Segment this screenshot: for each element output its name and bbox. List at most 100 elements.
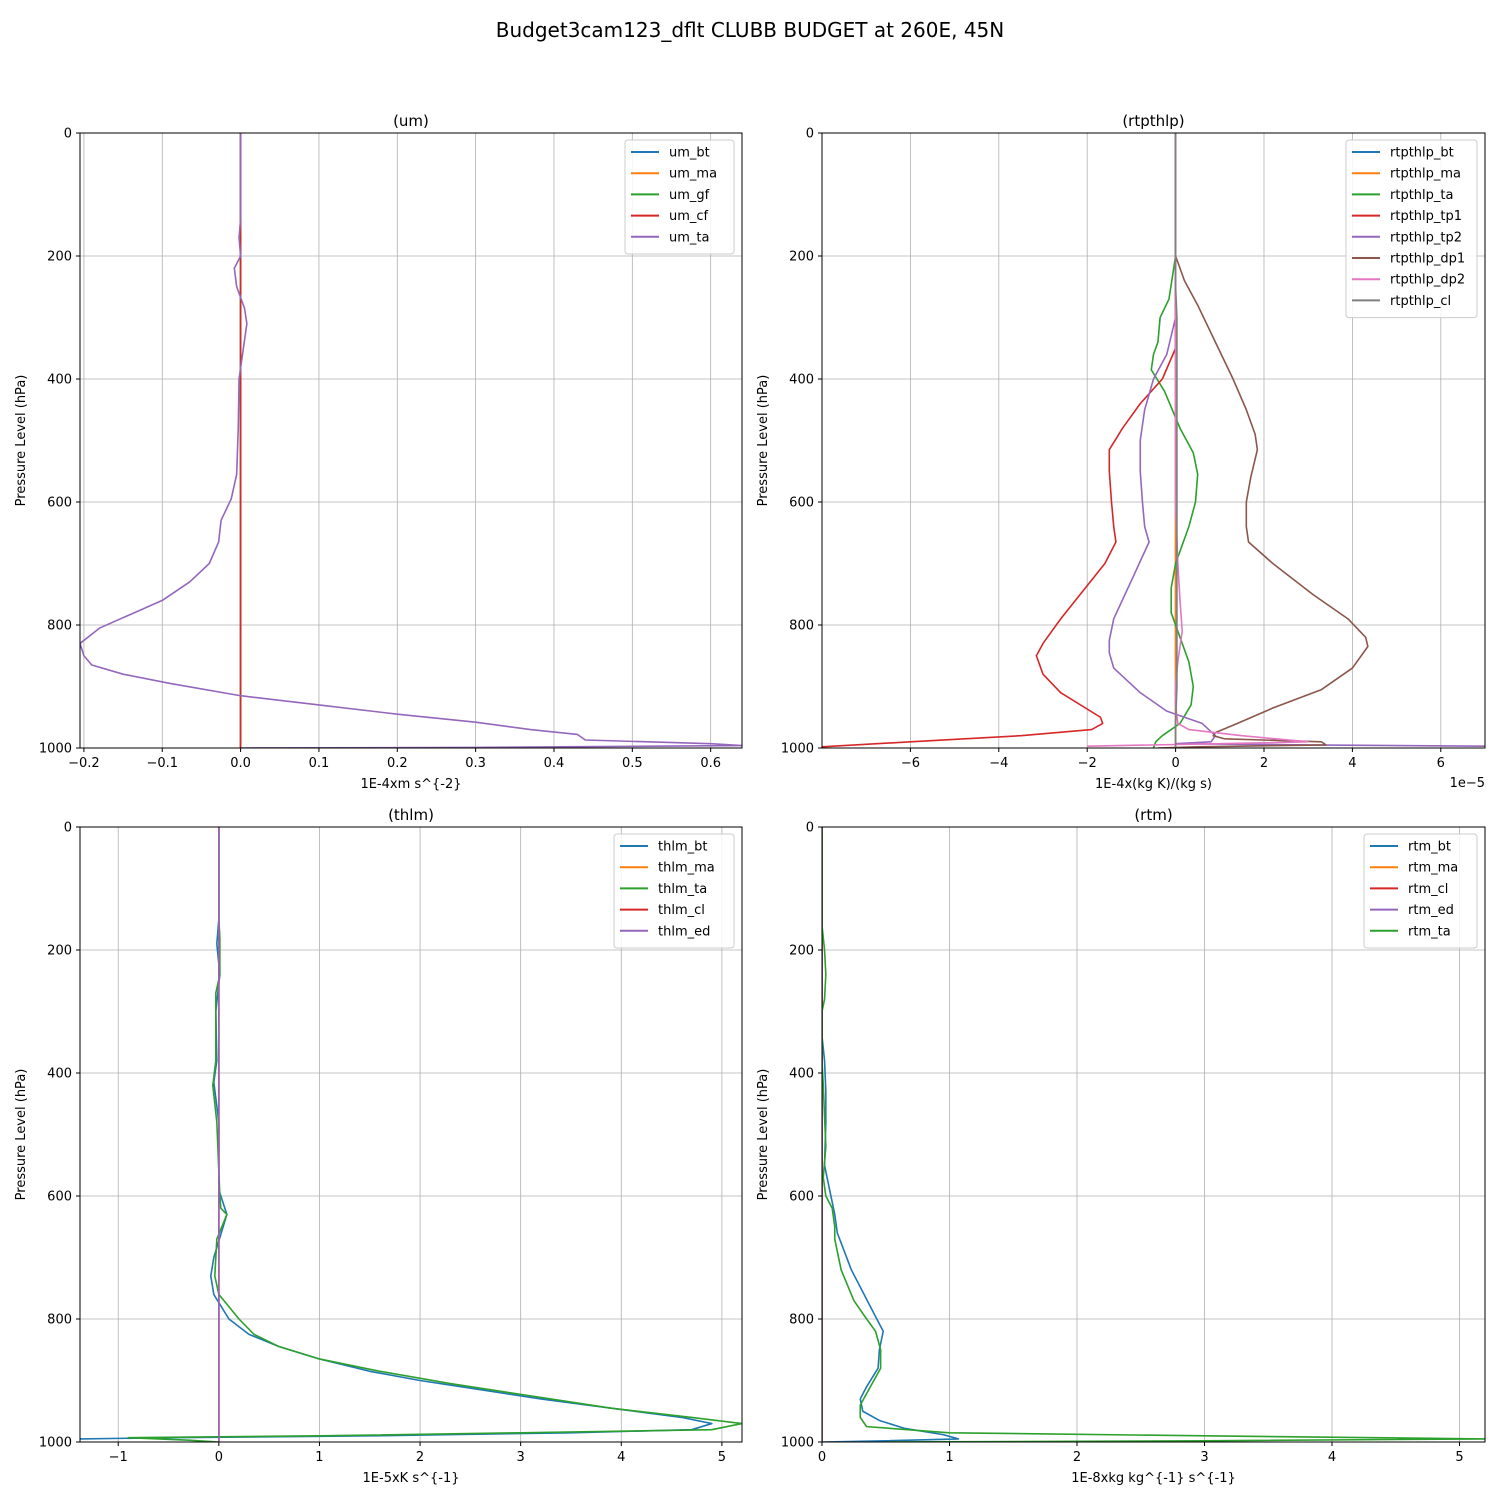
x-tick-label: 0.0 [230, 756, 251, 771]
y-tick-label: 400 [47, 1067, 72, 1082]
legend: rtm_bt rtm_ma rtm_cl rtm_ed rtm_ta [1363, 833, 1478, 949]
y-tick-label: 200 [789, 250, 814, 265]
y-tick-label: 0 [806, 127, 814, 142]
series-line-um_ta [80, 133, 742, 748]
legend-label: rtpthlp_ma [1390, 167, 1461, 182]
x-tick-label: 2 [1260, 756, 1268, 771]
x-axis: −0.2 −0.1 0.0 0.1 0.2 0.3 0.4 0.5 0.6 [68, 748, 721, 771]
legend: thlm_bt thlm_ma thlm_ta thlm_cl thlm_ed [613, 833, 735, 949]
x-tick-label: 4 [1328, 1450, 1336, 1465]
grid [80, 132, 742, 749]
x-tick-label: 0.5 [622, 756, 643, 771]
series-line-rtpthlp_ta [1150, 133, 1199, 748]
legend-box [624, 139, 735, 255]
series-lines [822, 133, 1485, 748]
legend-label: rtpthlp_dp2 [1390, 273, 1465, 288]
y-tick-label: 400 [789, 1067, 814, 1082]
x-tick-label: 2 [1073, 1450, 1081, 1465]
legend-label: rtm_ma [1408, 861, 1458, 876]
y-axis: 0 200 400 600 800 1000 [781, 821, 822, 1451]
x-tick-label: 4 [1348, 756, 1356, 771]
legend-label: um_ta [669, 230, 709, 245]
x-tick-label: 5 [1455, 1450, 1463, 1465]
legend-box [1363, 833, 1478, 949]
legend-label: rtpthlp_bt [1390, 146, 1454, 161]
legend-label: thlm_ta [658, 882, 707, 897]
x-tick-label: 5 [718, 1450, 726, 1465]
legend-label: thlm_cl [658, 903, 705, 918]
y-tick-label: 1000 [781, 1436, 814, 1451]
axes-frame [79, 132, 743, 749]
x-axis-label: 1E-4x(kg K)/(kg s) [1095, 777, 1212, 792]
subplot-title: (um) [393, 112, 429, 130]
y-tick-label: 0 [64, 821, 72, 836]
subplot-title: (thlm) [388, 806, 434, 824]
y-axis-label: Pressure Level (hPa) [14, 375, 29, 507]
legend: rtpthlp_bt rtpthlp_ma rtpthlp_ta rtpthlp_tp… [1345, 139, 1478, 319]
y-tick-label: 600 [789, 496, 814, 511]
x-tick-label: 0 [818, 1450, 826, 1465]
y-axis: 0 200 400 600 800 1000 [39, 127, 80, 757]
series-line-rtm_bt [822, 827, 960, 1442]
subplot-2: −6 −4 −2 0 2 4 6 0 200 400 600 800 1000 (rtpthlp) 1E-4… [756, 112, 1486, 792]
x-tick-label: 0 [1171, 756, 1179, 771]
x-tick-label: 0.3 [465, 756, 486, 771]
y-tick-label: 200 [47, 944, 72, 959]
x-tick-label: 0.6 [700, 756, 721, 771]
x-tick-label: 1 [945, 1450, 953, 1465]
y-tick-label: 600 [47, 1190, 72, 1205]
x-tick-label: −0.1 [146, 756, 178, 771]
x-axis-label: 1E-8xkg kg^{-1} s^{-1} [1071, 1471, 1236, 1486]
subplot-4: 0 1 2 3 4 5 0 200 400 600 800 1000 (rtm) 1E-8xkg kg^{… [756, 806, 1486, 1486]
y-axis: 0 200 400 600 800 1000 [781, 127, 822, 757]
subplot-3: −1 0 1 2 3 4 5 0 200 400 600 800 1000 (thlm) 1E-5xK s^… [14, 806, 743, 1486]
series-line-rtpthlp_tp1 [822, 133, 1177, 748]
y-tick-label: 0 [64, 127, 72, 142]
y-axis-label: Pressure Level (hPa) [756, 1069, 771, 1201]
x-tick-label: 0.4 [544, 756, 565, 771]
x-tick-label: 3 [1200, 1450, 1208, 1465]
legend-label: um_gf [669, 188, 710, 203]
figure-title: Budget3cam123_dflt CLUBB BUDGET at 260E,… [496, 18, 1004, 42]
axes-frame [821, 132, 1486, 749]
legend-label: rtm_bt [1408, 840, 1451, 855]
series-lines [80, 827, 742, 1442]
legend-label: rtpthlp_dp1 [1390, 252, 1465, 267]
x-tick-label: 3 [517, 1450, 525, 1465]
legend-label: um_ma [669, 167, 717, 182]
y-tick-label: 200 [789, 944, 814, 959]
x-tick-label: 6 [1437, 756, 1445, 771]
x-tick-label: −4 [989, 756, 1008, 771]
x-tick-label: −0.2 [68, 756, 100, 771]
x-tick-label: −6 [901, 756, 920, 771]
y-tick-label: 1000 [781, 742, 814, 757]
legend-label: rtpthlp_tp2 [1390, 230, 1462, 245]
legend-label: rtpthlp_tp1 [1390, 209, 1462, 224]
x-offset-text: 1e−5 [1450, 776, 1485, 791]
x-tick-label: 1 [315, 1450, 323, 1465]
y-tick-label: 800 [47, 1313, 72, 1328]
y-axis-label: Pressure Level (hPa) [14, 1069, 29, 1201]
legend-label: thlm_bt [658, 840, 707, 855]
legend-label: um_cf [669, 209, 709, 224]
legend-label: thlm_ma [658, 861, 715, 876]
subplot-title: (rtm) [1134, 806, 1172, 824]
series-line-rtpthlp_cl [1174, 133, 1178, 748]
legend-box [613, 833, 735, 949]
series-line-rtpthlp_dp2 [1087, 133, 1309, 747]
y-axis-label: Pressure Level (hPa) [756, 375, 771, 507]
x-tick-label: 0 [215, 1450, 223, 1465]
axes-frame [821, 826, 1486, 1443]
y-tick-label: 400 [47, 373, 72, 388]
y-tick-label: 800 [47, 619, 72, 634]
y-tick-label: 600 [789, 1190, 814, 1205]
legend-label: um_bt [669, 146, 710, 161]
series-lines [80, 133, 742, 748]
x-axis: 0 1 2 3 4 5 [818, 1442, 1464, 1465]
series-line-rtpthlp_tp2 [1108, 133, 1485, 747]
subplot-1: −0.2 −0.1 0.0 0.1 0.2 0.3 0.4 0.5 0.6 0 200 400 600 8… [14, 112, 743, 792]
legend-label: rtm_cl [1408, 882, 1448, 897]
legend: um_bt um_ma um_gf um_cf um_ta [624, 139, 735, 255]
legend-label: thlm_ed [658, 924, 710, 939]
